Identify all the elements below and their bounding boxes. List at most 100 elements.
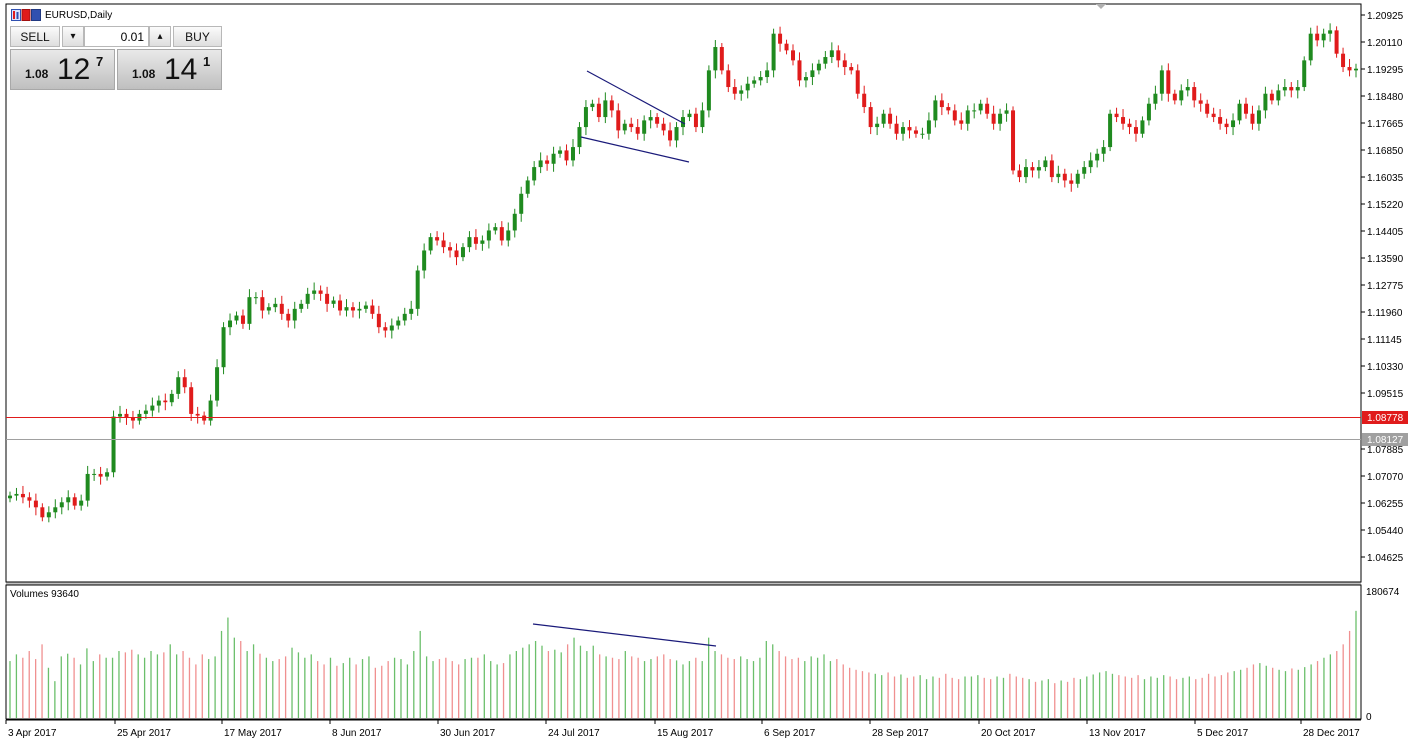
candle-body [959,120,964,124]
pennant-upper-trendline[interactable] [586,70,686,125]
candle-body [551,153,556,164]
candle-body [460,247,465,258]
candle-body [674,127,679,141]
time-axis-label: 24 Jul 2017 [548,728,600,739]
candle-body [169,393,174,403]
candle-body [985,103,990,114]
candle-body [1140,120,1145,134]
candle-body [325,293,330,304]
candle-body [357,308,362,311]
candle-body [1205,103,1210,114]
price-axis-label: 1.12775 [1367,281,1404,292]
lot-increase-button[interactable]: ▴ [149,26,171,47]
candle-body [1121,117,1126,124]
candle-body [745,83,750,91]
candle-body [1256,110,1261,124]
candle-body [836,50,841,61]
candle-body [635,127,640,134]
candle-body [486,230,491,241]
candle-body [1017,170,1022,178]
candle-body [681,117,685,128]
sell-button[interactable]: SELL [10,26,60,47]
candle-body [59,502,64,508]
price-axis-label: 1.20110 [1367,38,1403,49]
candle-body [1224,123,1229,128]
pennant-lower-trendline[interactable] [580,136,690,163]
price-axis-label: 1.19295 [1367,65,1404,76]
candle-body [1088,160,1093,168]
candle-body [719,47,724,71]
lot-decrease-button[interactable]: ▾ [62,26,84,47]
candle-body [299,303,304,309]
candle-body [228,320,233,328]
candle-body [655,117,660,124]
volume-trendline[interactable] [532,623,717,647]
candle-body [1185,87,1190,91]
candle-body [791,50,796,61]
main-chart-frame [5,3,1362,583]
candle-body [253,297,258,299]
one-click-trading-panel: SELL ▾ 0.01 ▴ BUY 1.08 12 7 1.08 14 1 [10,26,222,91]
price-axis-label: 1.17665 [1367,119,1404,130]
candle-body [1114,113,1119,118]
price-axis: 1.20925 1.20110 1.19295 1.18480 1.17665 1.168… [1361,11,1404,564]
bid-price-big: 12 [57,53,91,86]
candle-body [473,237,478,244]
price-axis-label: 1.14405 [1367,227,1404,238]
candle-body [1159,70,1164,94]
candle-body [642,120,647,134]
candle-body [1179,90,1184,101]
candle-body [1250,113,1255,124]
candle-body [849,67,854,71]
candle-body [784,43,789,51]
candle-body [124,413,129,418]
price-axis-label: 1.11960 [1367,308,1403,319]
bid-price-box[interactable]: 1.08 12 7 [10,49,115,90]
candle-body [20,493,25,498]
candle-body [156,400,161,406]
ask-price-box[interactable]: 1.08 14 1 [117,49,222,90]
candle-body [933,100,938,121]
candle-body [428,237,433,251]
candle-body [247,297,252,324]
candle-body [1153,93,1158,104]
candle-body [415,270,420,309]
candle-body [823,57,828,64]
volume-indicator-label: Volumes 93640 [10,589,79,600]
candle-body [234,315,239,321]
candle-body [972,110,977,112]
candle-body [868,107,873,128]
ask-price-tag-label: 1.08127 [1367,435,1404,446]
time-axis-label: 30 Jun 2017 [440,728,495,739]
candle-body [855,70,860,94]
lot-size-input[interactable]: 0.01 [84,26,149,47]
candle-body [1101,147,1106,154]
chart-shift-marker-icon[interactable] [1096,4,1106,9]
candle-body [85,473,90,501]
chart-title-bar: EURUSD,Daily [11,8,112,22]
candle-body [577,127,582,148]
candle-body [596,103,601,118]
candle-body [564,150,569,161]
candle-body [150,405,155,411]
candle-body [441,240,446,248]
volume-bars-group [9,610,1357,718]
time-axis-label: 25 Apr 2017 [117,728,171,739]
candle-body [163,400,168,403]
candle-body [1354,68,1358,71]
time-axis-label: 5 Dec 2017 [1197,728,1249,739]
buy-button[interactable]: BUY [173,26,222,47]
candle-body [1133,127,1138,134]
candle-body [881,113,886,124]
candles-group [8,23,1358,523]
candle-body [590,103,595,108]
candle-body [1108,113,1113,148]
time-axis-label: 28 Sep 2017 [872,728,929,739]
candle-body [1030,167,1035,171]
candle-body [648,117,653,121]
candle-body [467,237,472,248]
candle-body [875,123,880,128]
candle-body [713,47,718,71]
candle-body [1315,33,1320,41]
